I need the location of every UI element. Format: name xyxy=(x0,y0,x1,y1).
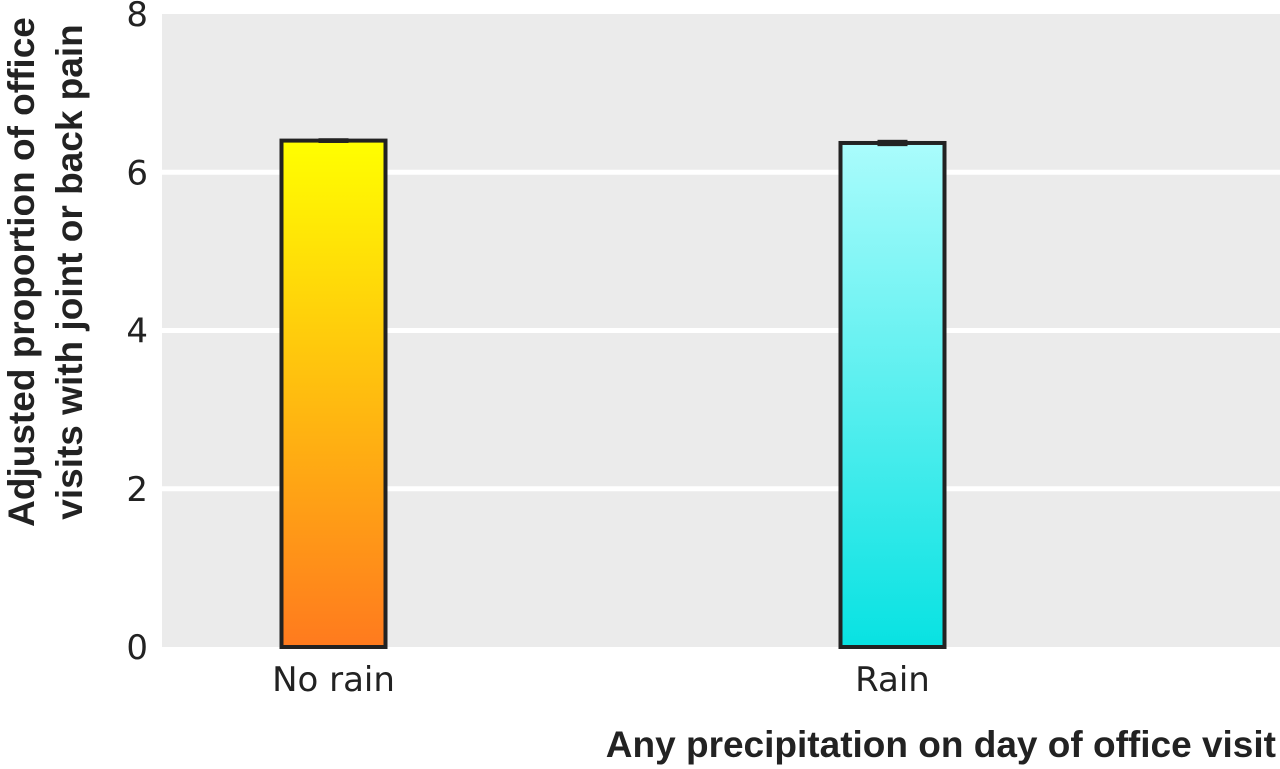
y-tick-label: 2 xyxy=(126,470,148,510)
y-tick-label: 8 xyxy=(126,0,148,35)
bar-rain xyxy=(838,140,947,649)
y-axis-title: Adjusted proportion of office visits wit… xyxy=(1,17,90,527)
x-axis-ticks: No rain Rain xyxy=(272,660,930,700)
bar-no-rain xyxy=(279,138,388,649)
error-bar xyxy=(318,138,349,143)
y-tick-label: 4 xyxy=(126,312,148,352)
y-tick-label: 6 xyxy=(126,153,148,193)
x-tick-label: Rain xyxy=(855,660,930,700)
y-axis-ticks: 0 2 4 6 8 xyxy=(126,0,148,668)
error-bar xyxy=(877,139,908,147)
y-axis-title-line-2: visits with joint or back pain xyxy=(49,24,90,519)
y-axis-title-line-1: Adjusted proportion of office xyxy=(1,17,42,527)
bars xyxy=(279,138,947,649)
y-tick-label: 0 xyxy=(126,628,148,668)
x-axis-title: Any precipitation on day of office visit xyxy=(606,724,1276,765)
x-tick-label: No rain xyxy=(272,660,395,700)
